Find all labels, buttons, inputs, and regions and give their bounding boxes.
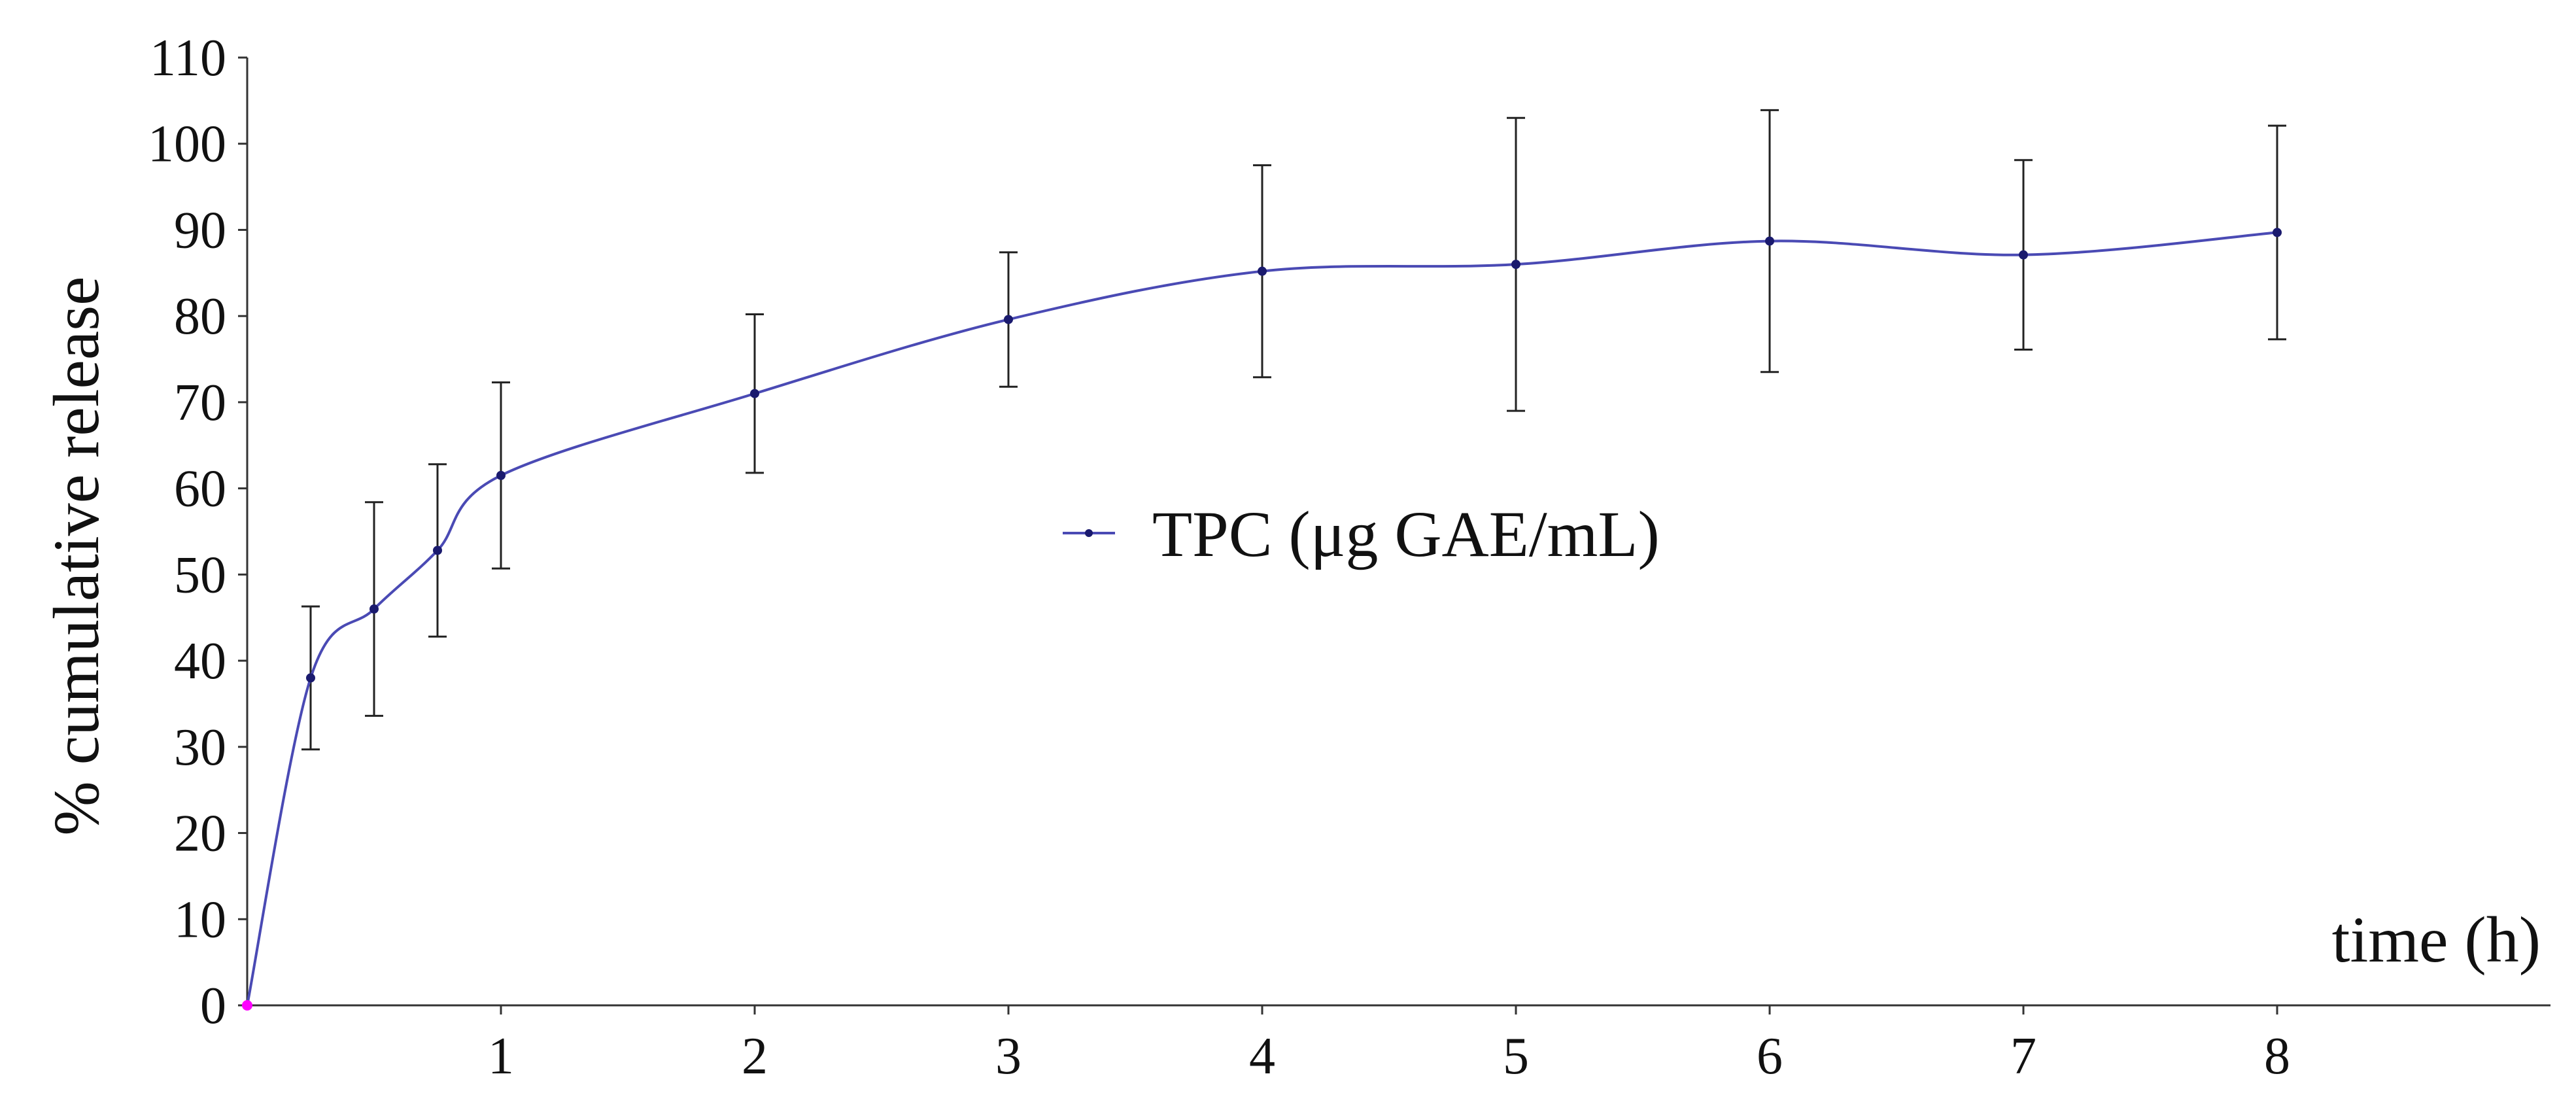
y-tick-label: 30 xyxy=(174,719,226,776)
data-point xyxy=(496,470,506,480)
y-tick-label: 70 xyxy=(174,374,226,432)
x-axis-title: time (h) xyxy=(2332,903,2541,976)
x-tick-label: 5 xyxy=(1503,1028,1529,1085)
y-ticks: 0 10 20 30 40 50 60 70 80 90 100 110 xyxy=(148,29,247,1035)
y-tick-label: 50 xyxy=(174,546,226,604)
data-point xyxy=(1258,266,1267,276)
origin-marker xyxy=(242,1000,252,1011)
y-tick-label: 90 xyxy=(174,201,226,259)
y-tick-label: 20 xyxy=(174,805,226,863)
series-layer xyxy=(242,109,2286,1011)
y-axis-title: % cumulative release xyxy=(40,276,112,835)
y-tick-label: 100 xyxy=(148,116,226,173)
data-point xyxy=(1511,260,1520,269)
y-tick-label: 0 xyxy=(200,977,226,1035)
x-tick-label: 4 xyxy=(1249,1028,1275,1085)
x-tick-label: 8 xyxy=(2264,1028,2290,1085)
x-ticks: 1 2 3 4 5 6 7 8 xyxy=(488,1005,2290,1085)
data-point xyxy=(750,389,759,398)
x-tick-label: 1 xyxy=(488,1028,514,1085)
y-tick-label: 40 xyxy=(174,633,226,690)
y-tick-label: 80 xyxy=(174,288,226,345)
data-point xyxy=(433,546,442,555)
data-point xyxy=(1765,236,1774,246)
data-point xyxy=(306,673,315,683)
legend-marker xyxy=(1085,529,1093,537)
data-point xyxy=(369,604,379,614)
data-point xyxy=(1004,315,1013,324)
x-tick-label: 2 xyxy=(742,1028,768,1085)
axes xyxy=(246,58,2550,1007)
legend-label: TPC (μg GAE/mL) xyxy=(1152,498,1660,570)
legend: TPC (μg GAE/mL) xyxy=(1063,498,1660,570)
series-line xyxy=(246,231,2278,1006)
y-tick-label: 10 xyxy=(174,891,226,948)
y-tick-label: 110 xyxy=(150,29,226,87)
x-tick-label: 7 xyxy=(2010,1028,2036,1085)
y-tick-label: 60 xyxy=(174,460,226,518)
data-point xyxy=(2019,250,2028,260)
data-point xyxy=(2273,228,2282,237)
x-tick-label: 3 xyxy=(995,1028,1022,1085)
x-tick-label: 6 xyxy=(1757,1028,1783,1085)
